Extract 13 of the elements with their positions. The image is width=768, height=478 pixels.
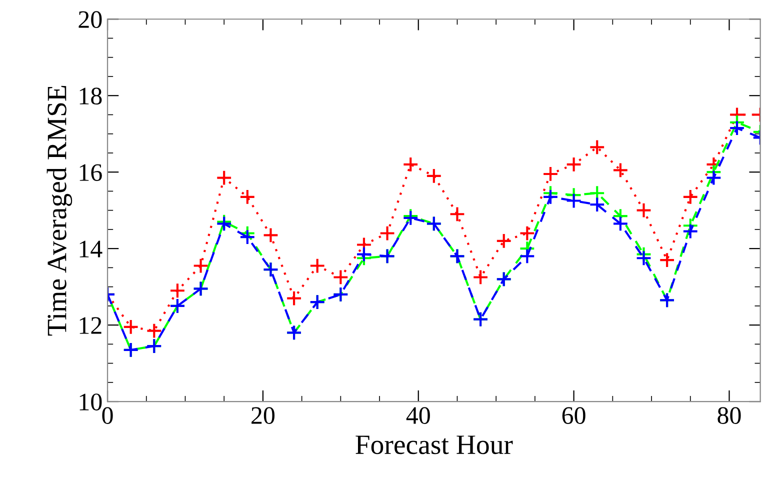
- y-tick-label: 16: [80, 164, 102, 181]
- x-tick-label: 0: [102, 407, 113, 424]
- y-tick-label: 12: [80, 317, 102, 334]
- x-tick-label: 60: [562, 407, 586, 424]
- x-tick-label: 80: [718, 407, 741, 424]
- y-tick-label: 18: [80, 88, 102, 105]
- y-tick-label: 10: [80, 394, 102, 410]
- x-tick-label: 20: [252, 407, 274, 424]
- y-axis-title: Time Averaged RMSE: [46, 86, 72, 336]
- x-tick-label: 40: [406, 407, 430, 424]
- y-tick-label: 14: [80, 240, 102, 258]
- x-axis-title: Forecast Hour: [356, 436, 513, 454]
- y-tick-label: 20: [78, 11, 102, 28]
